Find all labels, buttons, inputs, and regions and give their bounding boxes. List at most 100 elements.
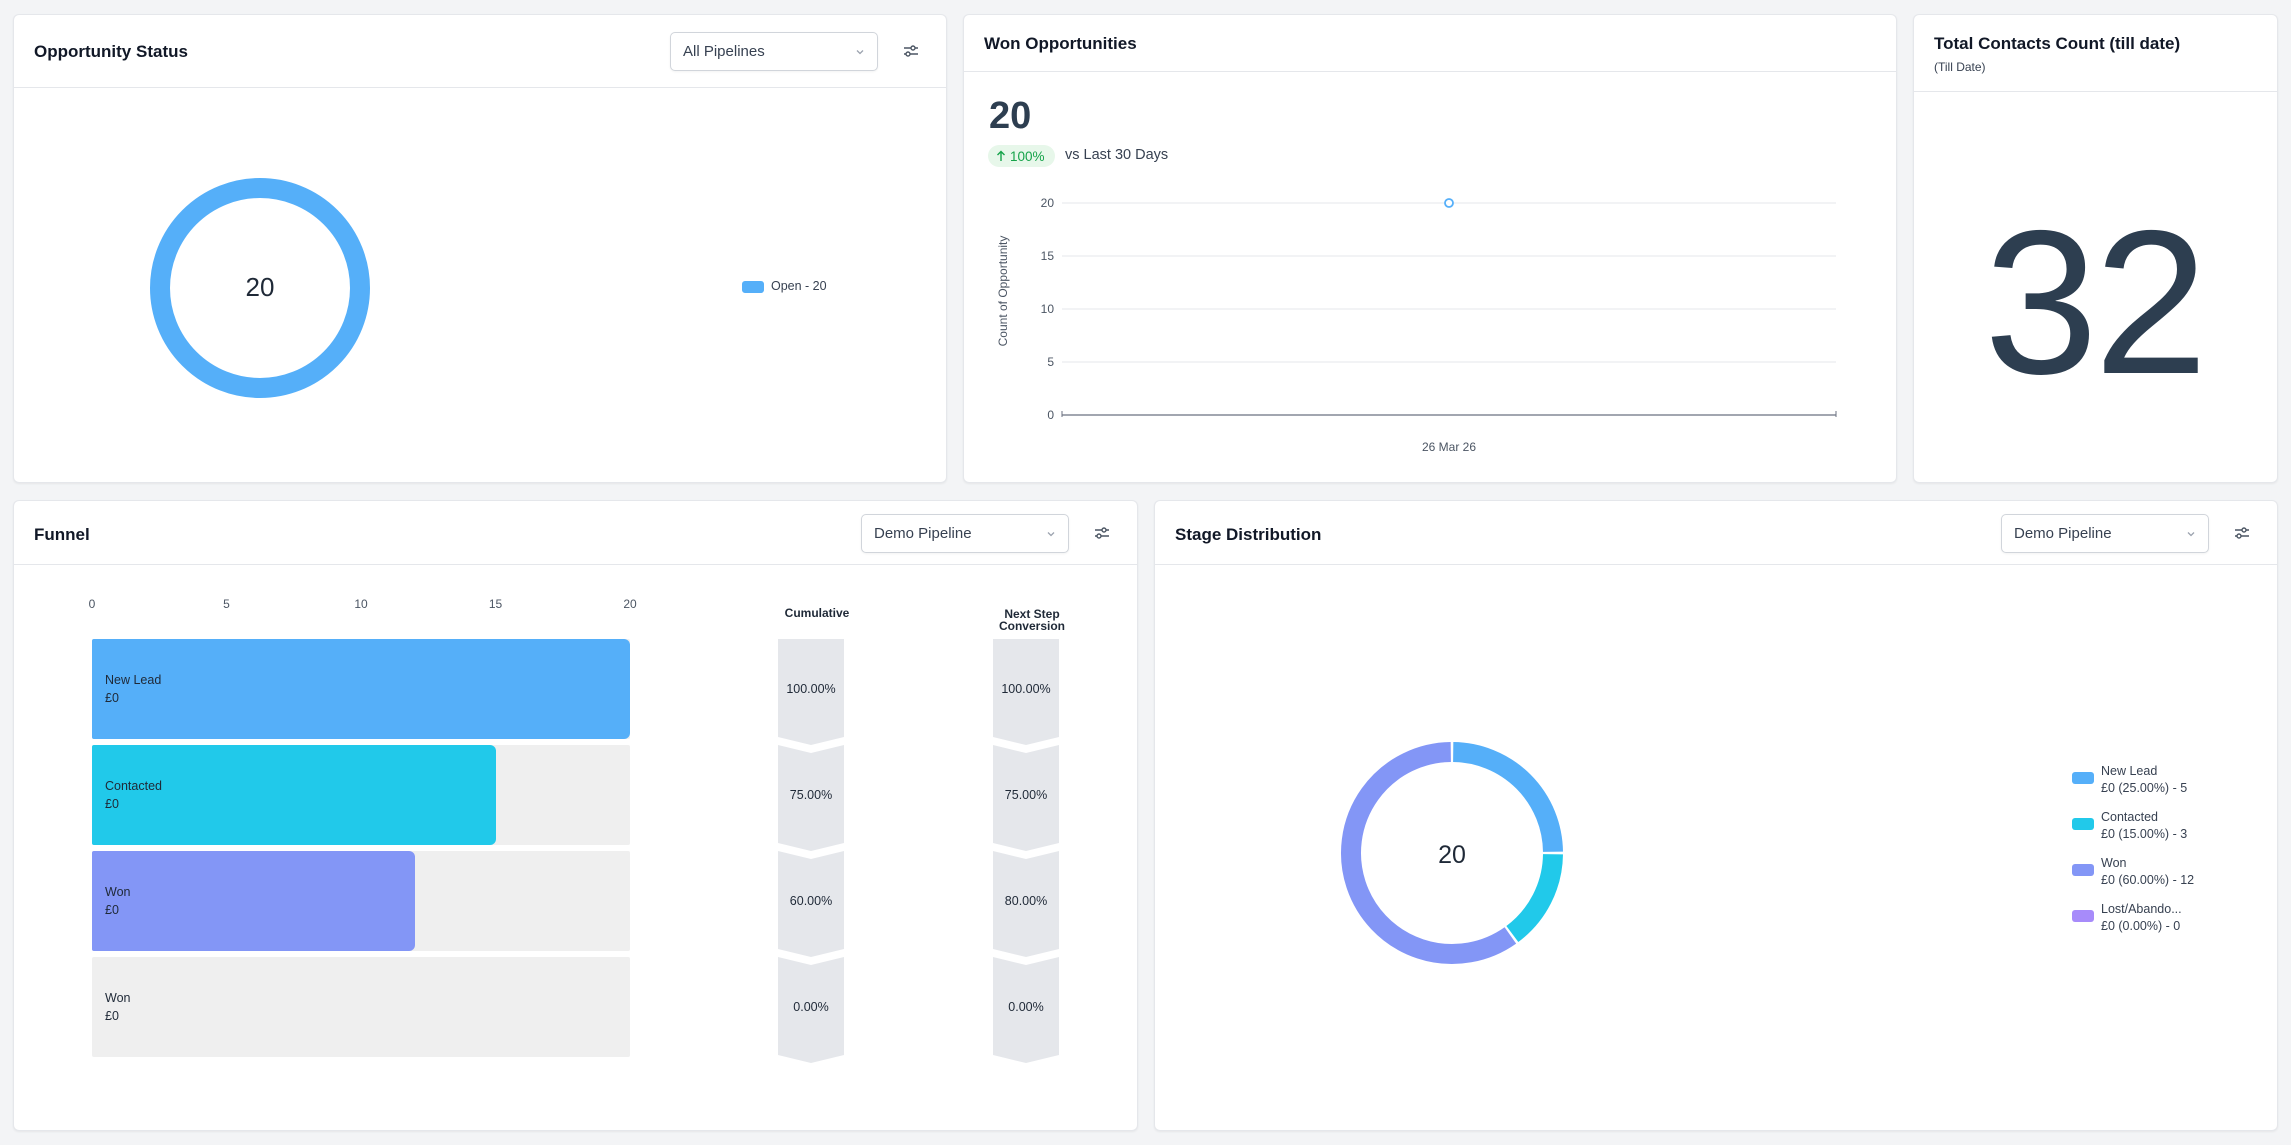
legend-item[interactable]: New Lead £0 (25.00%) - 5 [2072,763,2187,797]
next-step-chevron [993,851,1059,957]
card-header: Opportunity Status All Pipelines [14,15,946,88]
legend-item[interactable]: Won £0 (60.00%) - 12 [2072,855,2194,889]
y-tick-label: 5 [1047,355,1054,369]
next-step-chevron-shape [993,851,1059,957]
cumulative-chevron-shape [778,957,844,1063]
card-subtitle: (Till Date) [1934,60,1986,74]
card-title: Opportunity Status [34,42,188,61]
legend-swatch [2072,772,2094,784]
funnel-bar-label: New Lead £0 [105,671,161,707]
stage-name: Contacted [105,779,162,793]
funnel-row-track [92,957,630,1057]
cumulative-chevron [778,639,844,745]
donut-segment-open[interactable] [150,178,370,398]
funnel-x-tick: 15 [488,597,503,611]
next-step-chevron [993,957,1059,1063]
pipeline-select[interactable]: Demo Pipeline [2001,514,2209,553]
donut-segment[interactable] [1506,853,1563,943]
stage-name: Won [105,885,131,899]
legend-swatch [742,281,764,293]
card-header: Stage Distribution Demo Pipeline [1155,501,2277,565]
cumulative-chevron [778,745,844,851]
arrow-up-icon [997,150,1005,161]
funnel-bar[interactable] [92,851,415,951]
legend-swatch [2072,818,2094,830]
total-contacts-card: Total Contacts Count (till date) (Till D… [1913,14,2278,483]
next-step-percent: 100.00% [1001,682,1051,696]
card-title: Stage Distribution [1175,525,1322,544]
stage-amount: £0 [105,1009,119,1023]
filter-settings-button[interactable] [897,37,925,65]
funnel-bar-label: Contacted £0 [105,777,162,813]
donut-segment[interactable] [1341,742,1517,964]
comparison-text: vs Last 30 Days [1065,147,1169,163]
legend-label: Lost/Abando... £0 (0.00%) - 0 [2101,901,2182,935]
cumulative-percent: 0.00% [793,1000,829,1014]
funnel-bar[interactable] [92,745,496,845]
cumulative-header-text: Cumulative [784,606,850,620]
donut-segment[interactable] [1452,742,1563,853]
pipeline-select-value: Demo Pipeline [2014,525,2112,542]
funnel-x-tick: 10 [354,597,368,611]
next-step-chevron [993,639,1059,745]
cumulative-chevron-shape [778,745,844,851]
pipeline-select[interactable]: Demo Pipeline [861,514,1069,553]
stage-amount: £0 [105,903,119,917]
cumulative-chevron-shape [778,639,844,745]
legend-label: Contacted £0 (15.00%) - 3 [2101,809,2187,843]
chevron-down-icon [856,49,864,54]
legend-stage-detail: £0 (0.00%) - 0 [2101,919,2181,933]
pipeline-select[interactable]: All Pipelines [670,32,878,71]
y-tick-label: 15 [1041,249,1055,263]
y-axis-label: Count of Opportunity [996,236,1010,347]
chevron-down-icon [1047,531,1055,536]
card-title: Total Contacts Count (till date) [1934,34,2181,53]
x-tick-label: 26 Mar 26 [1422,440,1476,454]
cumulative-percent: 60.00% [789,894,833,908]
next-step-header-line2: Conversion [998,619,1065,633]
legend-label: New Lead £0 (25.00%) - 5 [2101,763,2187,797]
legend-swatch [2072,910,2094,922]
won-opportunities-card: Won Opportunities 20 100% vs Last 30 Day… [963,14,1897,483]
legend-stage-name: Contacted [2101,810,2158,824]
next-step-column-header: Next Step Conversion [976,608,1088,632]
cumulative-chevron [778,851,844,957]
stage-distribution-card: Stage Distribution Demo Pipeline 20 New … [1154,500,2278,1131]
contacts-count: 32 [1984,188,2208,417]
legend-swatch [2072,864,2094,876]
cumulative-percent: 100.00% [786,682,836,696]
cumulative-percent: 75.00% [789,788,833,802]
card-header: Total Contacts Count (till date) (Till D… [1914,15,2277,92]
legend-item[interactable]: Lost/Abando... £0 (0.00%) - 0 [2072,901,2182,935]
legend-label: Open - 20 [771,279,827,293]
funnel-x-tick: 5 [223,597,230,611]
legend-stage-name: New Lead [2101,764,2158,778]
funnel-x-tick: 0 [88,597,96,611]
legend-item[interactable]: Contacted £0 (15.00%) - 3 [2072,809,2187,843]
cumulative-chevron-shape [778,851,844,957]
card-header: Won Opportunities [964,15,1896,72]
next-step-header-line1: Next Step [1004,607,1060,621]
stage-amount: £0 [105,797,119,811]
opportunity-status-card: Opportunity Status All Pipelines 20 Open… [13,14,947,483]
y-tick-label: 0 [1047,408,1054,422]
funnel-bar-label: Won £0 [105,883,130,919]
sliders-icon [904,45,918,57]
card-title: Funnel [34,525,90,544]
y-tick-label: 20 [1041,196,1055,210]
line-point[interactable] [1444,198,1454,208]
donut-center-value: 20 [1438,841,1466,869]
change-badge-value: 100% [1010,148,1045,164]
next-step-percent: 0.00% [1008,1000,1044,1014]
next-step-percent: 75.00% [1004,788,1048,802]
funnel-bar[interactable] [92,639,630,739]
next-step-chevron-shape [993,639,1059,745]
pipeline-select-value: All Pipelines [683,43,765,60]
filter-settings-button[interactable] [1088,519,1116,547]
card-title: Won Opportunities [984,34,1137,53]
stage-donut: 20 [1341,742,1563,964]
sliders-icon [2235,527,2249,539]
legend-item-open[interactable]: Open - 20 [742,278,827,295]
filter-settings-button[interactable] [2228,519,2256,547]
funnel-card: Funnel Demo Pipeline Cumulative Next Ste… [13,500,1138,1131]
